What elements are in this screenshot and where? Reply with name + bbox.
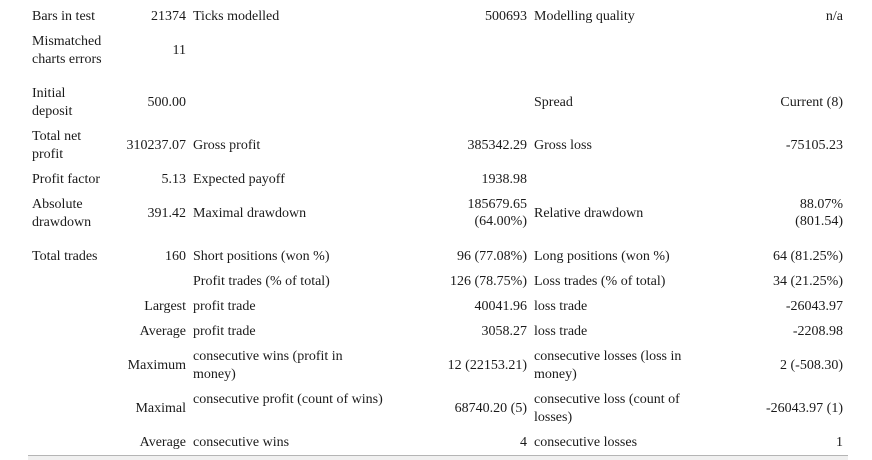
avg-consecutive-losses-value: 1 [836, 435, 843, 450]
absolute-drawdown-label: Absolute drawdown [32, 197, 92, 230]
average-loss-trade-label: loss trade [534, 324, 588, 339]
max-consecutive-losses-label: consecutive losses (loss in money) [534, 349, 682, 382]
modelling-quality-value: n/a [825, 9, 843, 24]
maximal-drawdown-label: Maximal drawdown [193, 206, 307, 221]
avg-consecutive-wins-label: consecutive wins [193, 435, 290, 450]
expected-payoff-value: 1938.98 [481, 172, 528, 187]
bars-in-test-label: Bars in test [32, 9, 95, 24]
gross-profit-label: Gross profit [193, 138, 261, 153]
largest-loss-trade-value: -26043.97 [785, 299, 843, 314]
long-positions-value: 64 (81.25%) [773, 249, 843, 264]
profit-trades-value: 126 (78.75%) [450, 274, 527, 289]
average-loss-trade-value: -2208.98 [792, 324, 843, 339]
max-consecutive-wins-label: consecutive wins (profit in money) [193, 349, 343, 382]
average-profit-trade-label: profit trade [193, 324, 256, 339]
profit-trades-label: Profit trades (% of total) [193, 274, 330, 289]
largest-loss-trade-label: loss trade [534, 299, 588, 314]
profit-factor-label: Profit factor [32, 172, 101, 187]
average-label: Average [139, 324, 186, 339]
bars-in-test-value: 21374 [151, 9, 186, 24]
long-positions-label: Long positions (won %) [534, 249, 670, 264]
relative-drawdown-label: Relative drawdown [534, 206, 644, 221]
expected-payoff-label: Expected payoff [193, 172, 285, 187]
total-net-profit-label: Total net profit [32, 129, 82, 162]
total-net-profit-value: 310237.07 [126, 138, 187, 153]
total-trades-label: Total trades [32, 249, 98, 264]
short-positions-value: 96 (77.08%) [457, 249, 527, 264]
spread-value: Current (8) [780, 95, 843, 110]
maximal-drawdown-percent: (64.00%) [474, 214, 528, 229]
avg-consecutive-losses-label: consecutive losses [534, 435, 638, 450]
loss-trades-value: 34 (21.25%) [773, 274, 843, 289]
ticks-modelled-label: Ticks modelled [193, 9, 280, 24]
horizontal-scrollbar[interactable] [28, 455, 848, 460]
maximum-label: Maximum [127, 358, 186, 373]
average-profit-trade-value: 3058.27 [481, 324, 528, 339]
mismatched-errors-value: 11 [172, 43, 186, 58]
initial-deposit-label: Initial deposit [32, 86, 73, 119]
gross-profit-value: 385342.29 [467, 138, 528, 153]
ticks-modelled-value: 500693 [485, 9, 527, 24]
initial-deposit-value: 500.00 [147, 95, 187, 110]
maximal-consecutive-profit-label: consecutive profit (count of wins) [193, 392, 383, 407]
relative-drawdown-value: (801.54) [795, 214, 843, 229]
avg-consecutive-wins-value: 4 [520, 435, 527, 450]
maximal-label: Maximal [135, 401, 186, 416]
mismatched-errors-label: Mismatched charts errors [32, 34, 102, 67]
gross-loss-value: -75105.23 [785, 138, 843, 153]
relative-drawdown-percent: 88.07% [799, 197, 843, 212]
maximal-consecutive-loss-value: -26043.97 (1) [766, 401, 843, 416]
average-consecutive-label: Average [139, 435, 186, 450]
largest-label: Largest [144, 299, 186, 314]
short-positions-label: Short positions (won %) [193, 249, 330, 264]
loss-trades-label: Loss trades (% of total) [534, 274, 666, 289]
maximal-drawdown-value: 185679.65 [467, 197, 528, 212]
total-trades-value: 160 [165, 249, 186, 264]
max-consecutive-wins-value: 12 (22153.21) [447, 358, 527, 373]
max-consecutive-losses-value: 2 (-508.30) [780, 358, 843, 373]
profit-factor-value: 5.13 [161, 172, 187, 187]
maximal-consecutive-profit-value: 68740.20 (5) [454, 401, 527, 416]
maximal-consecutive-loss-label: consecutive loss (count of losses) [534, 392, 680, 425]
absolute-drawdown-value: 391.42 [147, 206, 187, 221]
gross-loss-label: Gross loss [534, 138, 592, 153]
spread-label: Spread [534, 95, 573, 110]
largest-profit-trade-value: 40041.96 [474, 299, 528, 314]
modelling-quality-label: Modelling quality [534, 9, 635, 24]
largest-profit-trade-label: profit trade [193, 299, 256, 314]
